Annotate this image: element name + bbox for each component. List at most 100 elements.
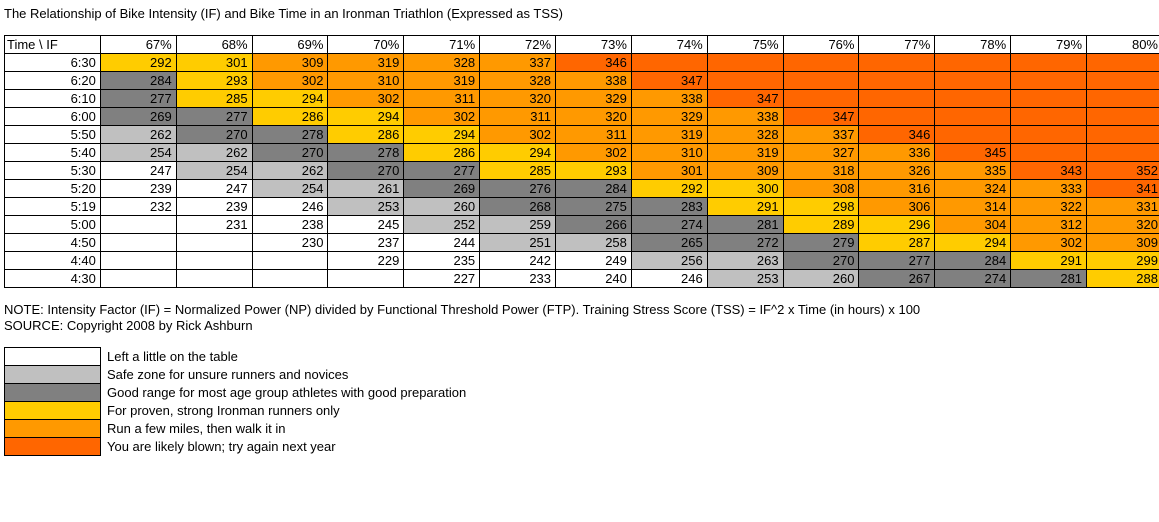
tss-cell: 260 — [404, 198, 480, 216]
tss-cell — [783, 90, 859, 108]
column-header: 79% — [1011, 36, 1087, 54]
tss-cell: 276 — [480, 180, 556, 198]
tss-cell: 347 — [783, 108, 859, 126]
row-header: 5:50 — [5, 126, 101, 144]
tss-cell: 308 — [783, 180, 859, 198]
tss-cell — [1087, 90, 1159, 108]
tss-cell: 329 — [556, 90, 632, 108]
tss-cell: 338 — [707, 108, 783, 126]
tss-cell: 285 — [176, 90, 252, 108]
tss-cell: 252 — [404, 216, 480, 234]
tss-cell — [1087, 108, 1159, 126]
legend-row: Left a little on the table — [5, 347, 467, 365]
tss-cell: 293 — [176, 72, 252, 90]
tss-cell: 320 — [480, 90, 556, 108]
row-header: 4:30 — [5, 270, 101, 288]
tss-cell: 281 — [1011, 270, 1087, 288]
tss-cell — [935, 108, 1011, 126]
tss-cell: 292 — [100, 54, 176, 72]
tss-cell: 310 — [631, 144, 707, 162]
legend-swatch — [5, 347, 101, 365]
tss-cell: 294 — [252, 90, 328, 108]
tss-cell: 277 — [176, 108, 252, 126]
tss-cell — [1011, 126, 1087, 144]
column-header: 67% — [100, 36, 176, 54]
tss-cell — [1011, 90, 1087, 108]
table-row: 5:40254262270278286294302310319327336345 — [5, 144, 1159, 162]
tss-cell — [176, 252, 252, 270]
tss-cell: 277 — [404, 162, 480, 180]
tss-cell: 328 — [404, 54, 480, 72]
tss-cell: 251 — [480, 234, 556, 252]
tss-cell — [707, 54, 783, 72]
tss-cell: 229 — [328, 252, 404, 270]
tss-cell: 310 — [328, 72, 404, 90]
tss-cell: 302 — [328, 90, 404, 108]
tss-cell: 345 — [935, 144, 1011, 162]
legend-label: You are likely blown; try again next yea… — [101, 437, 467, 455]
tss-cell: 230 — [252, 234, 328, 252]
tss-cell: 245 — [328, 216, 404, 234]
tss-cell: 231 — [176, 216, 252, 234]
column-header: 70% — [328, 36, 404, 54]
tss-cell: 319 — [328, 54, 404, 72]
tss-cell: 316 — [859, 180, 935, 198]
notes-block: NOTE: Intensity Factor (IF) = Normalized… — [4, 302, 1159, 335]
tss-cell: 319 — [404, 72, 480, 90]
tss-cell — [100, 234, 176, 252]
legend-row: Run a few miles, then walk it in — [5, 419, 467, 437]
tss-cell: 246 — [252, 198, 328, 216]
tss-cell: 265 — [631, 234, 707, 252]
tss-cell: 253 — [328, 198, 404, 216]
tss-cell: 269 — [100, 108, 176, 126]
tss-cell: 298 — [783, 198, 859, 216]
tss-cell: 274 — [935, 270, 1011, 288]
tss-cell: 304 — [935, 216, 1011, 234]
corner-cell: Time \ IF — [5, 36, 101, 54]
tss-cell: 285 — [480, 162, 556, 180]
legend-table: Left a little on the tableSafe zone for … — [4, 347, 467, 456]
tss-cell — [935, 90, 1011, 108]
table-row: 6:00269277286294302311320329338347 — [5, 108, 1159, 126]
tss-cell: 254 — [252, 180, 328, 198]
tss-cell: 247 — [100, 162, 176, 180]
tss-cell: 240 — [556, 270, 632, 288]
tss-cell: 320 — [1087, 216, 1159, 234]
tss-cell: 258 — [556, 234, 632, 252]
tss-cell — [1087, 126, 1159, 144]
tss-cell: 301 — [176, 54, 252, 72]
tss-cell: 346 — [859, 126, 935, 144]
tss-cell — [859, 90, 935, 108]
tss-cell: 233 — [480, 270, 556, 288]
row-header: 5:40 — [5, 144, 101, 162]
table-row: 4:30227233240246253260267274281288 — [5, 270, 1159, 288]
column-header: 72% — [480, 36, 556, 54]
column-header: 76% — [783, 36, 859, 54]
column-header: 78% — [935, 36, 1011, 54]
tss-cell — [935, 72, 1011, 90]
tss-cell: 336 — [859, 144, 935, 162]
tss-cell: 301 — [631, 162, 707, 180]
tss-cell: 270 — [176, 126, 252, 144]
tss-cell: 320 — [556, 108, 632, 126]
tss-cell: 327 — [783, 144, 859, 162]
tss-cell: 291 — [1011, 252, 1087, 270]
tss-table: Time \ IF 67%68%69%70%71%72%73%74%75%76%… — [4, 35, 1159, 288]
legend-swatch — [5, 419, 101, 437]
tss-cell: 341 — [1087, 180, 1159, 198]
tss-cell: 302 — [252, 72, 328, 90]
tss-cell — [1011, 54, 1087, 72]
tss-cell: 302 — [480, 126, 556, 144]
tss-cell: 242 — [480, 252, 556, 270]
tss-cell: 288 — [1087, 270, 1159, 288]
tss-cell: 247 — [176, 180, 252, 198]
row-header: 5:00 — [5, 216, 101, 234]
tss-cell: 324 — [935, 180, 1011, 198]
tss-cell: 347 — [631, 72, 707, 90]
table-row: 5:30247254262270277285293301309318326335… — [5, 162, 1159, 180]
tss-cell: 269 — [404, 180, 480, 198]
tss-cell: 238 — [252, 216, 328, 234]
legend-row: Good range for most age group athletes w… — [5, 383, 467, 401]
tss-cell: 284 — [935, 252, 1011, 270]
tss-cell: 311 — [480, 108, 556, 126]
